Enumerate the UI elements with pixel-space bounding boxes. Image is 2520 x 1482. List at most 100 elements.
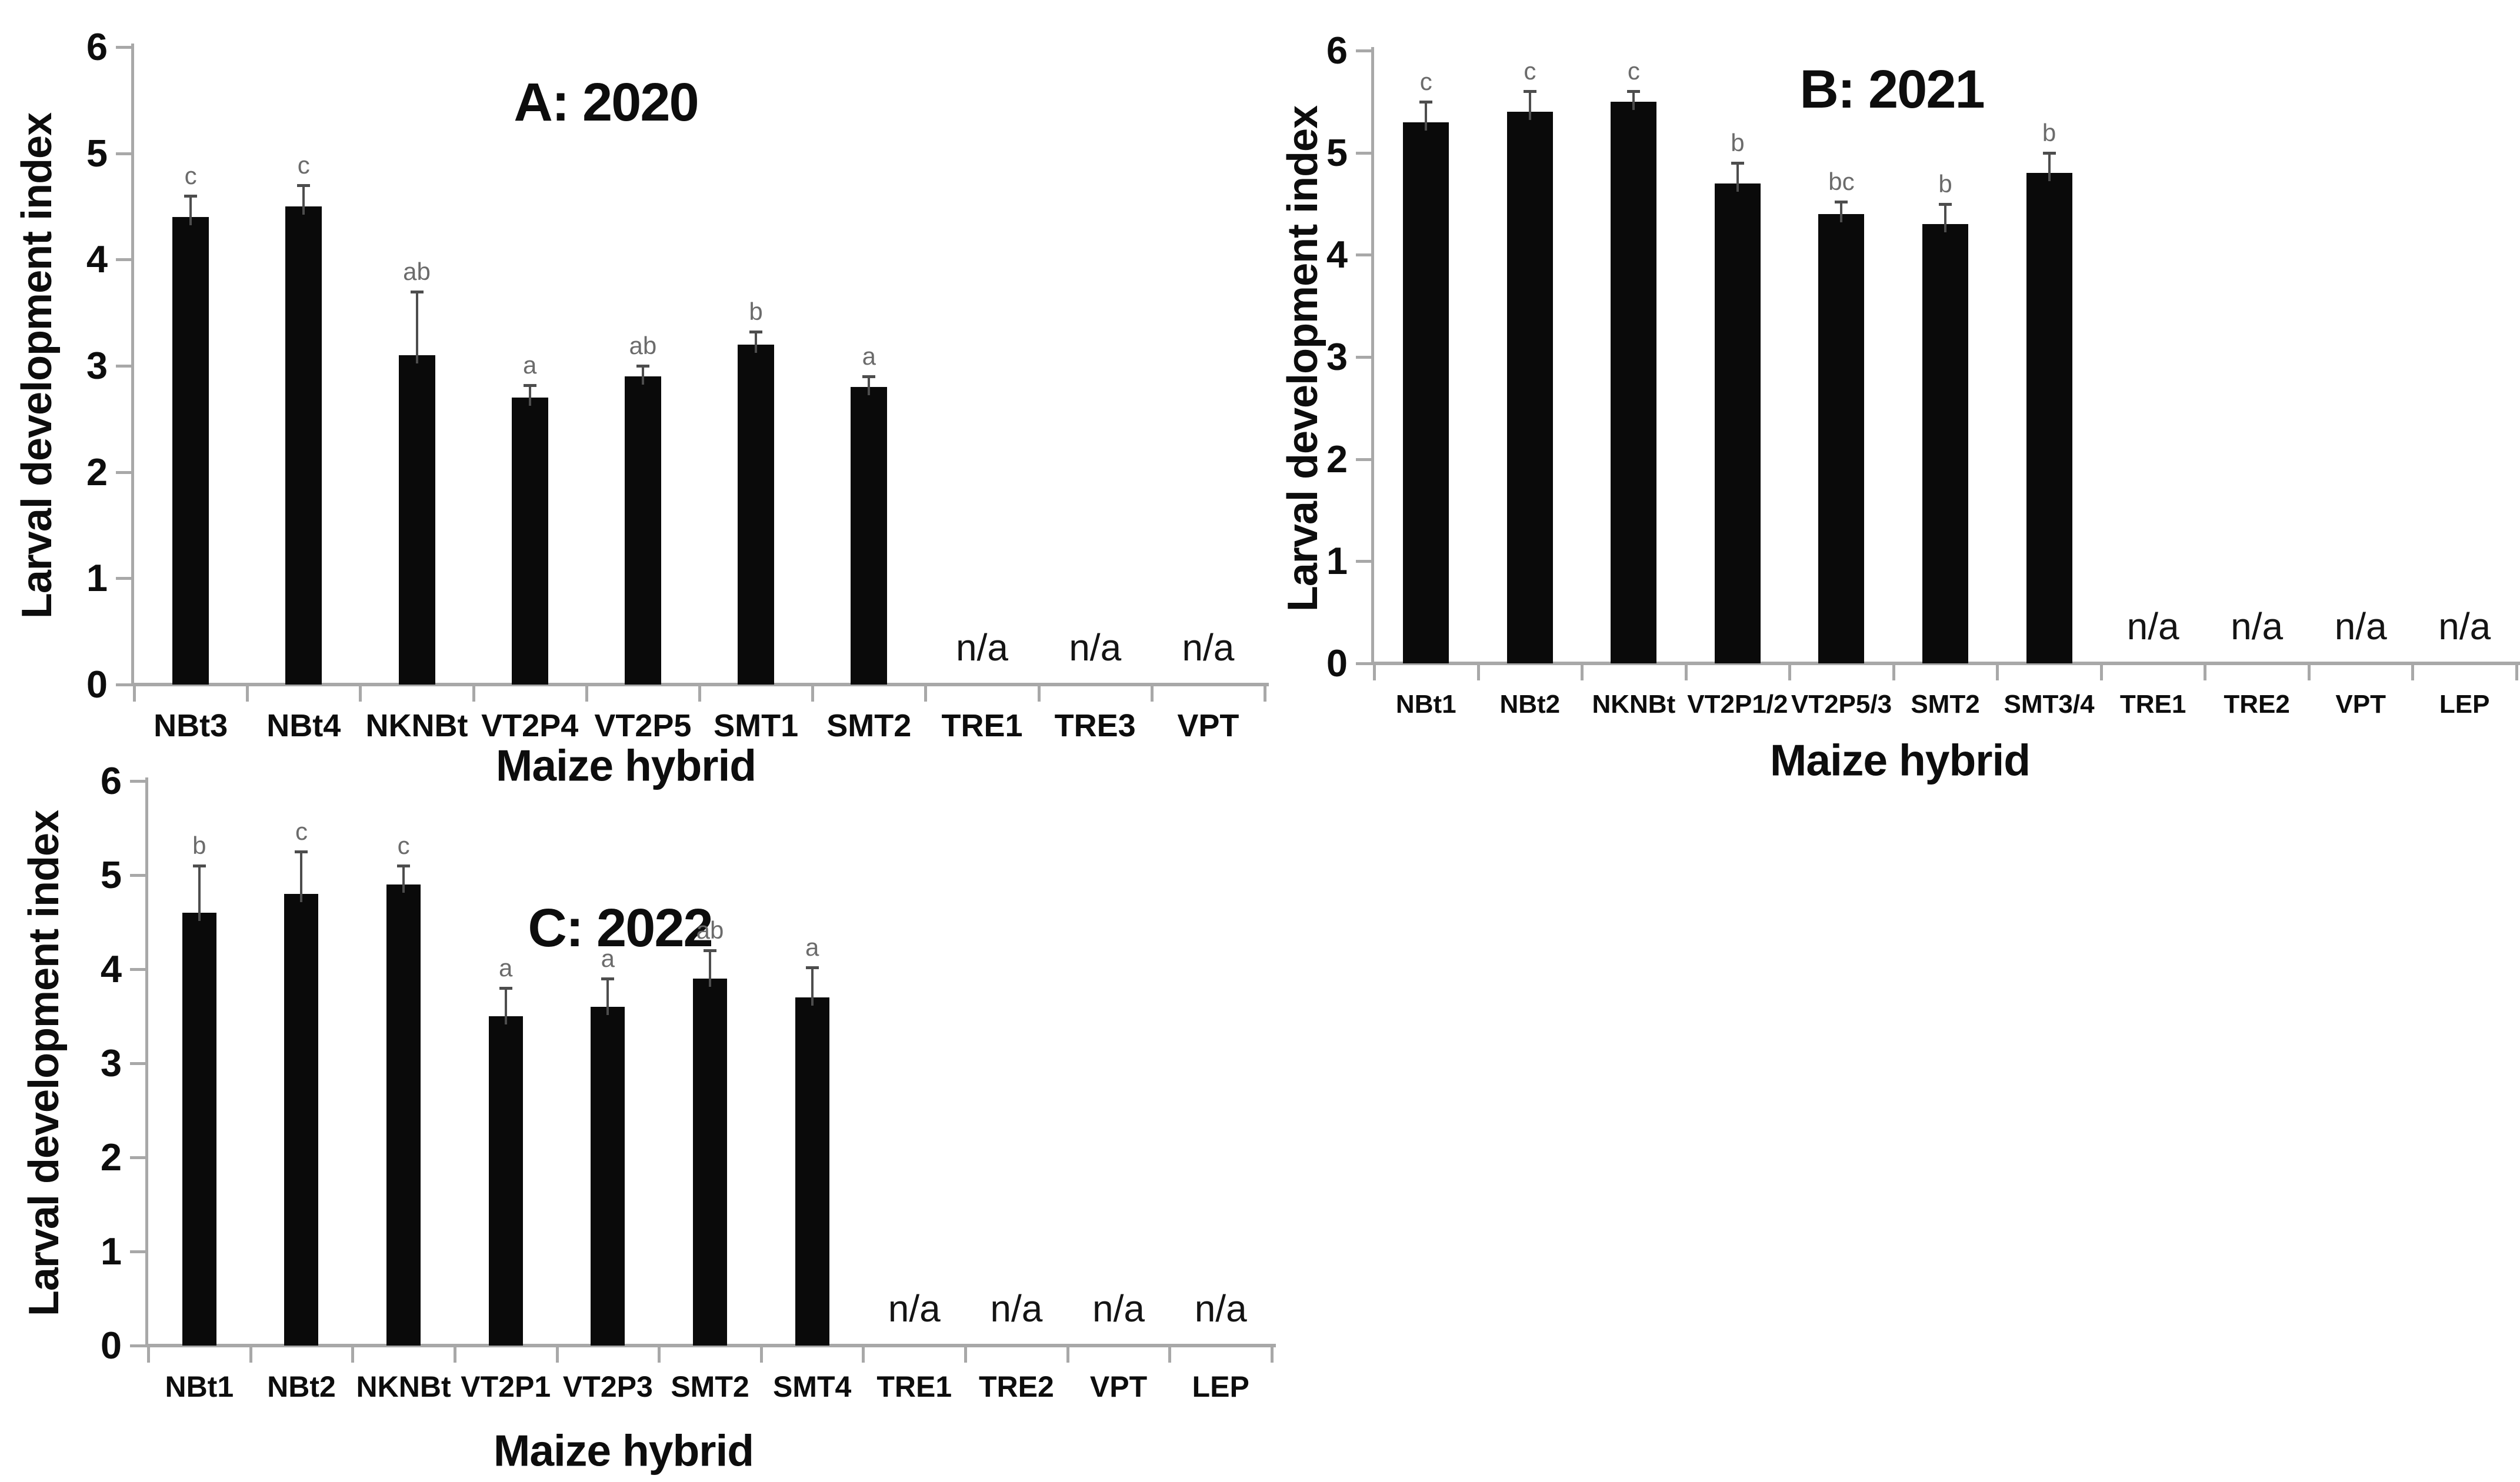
error-bar-cap-NBt1 bbox=[1419, 100, 1433, 104]
y-tick-label: 3 bbox=[86, 344, 108, 387]
x-axis-tick bbox=[147, 1347, 150, 1363]
plot-area-2021: 0 1 2 3 4 5 6 c NBt1 c NBt2 c NKNBt b VT2P1/2 bc VT2P5/3… bbox=[1326, 31, 2520, 719]
sig-letter-NBt3: c bbox=[184, 161, 197, 189]
error-bar-cap-SMT1 bbox=[749, 331, 763, 334]
y-axis-tick bbox=[116, 46, 131, 49]
x-axis-title: Maize hybrid bbox=[495, 740, 756, 790]
category-label-NBt3: NBt3 bbox=[154, 708, 228, 743]
y-axis-tick bbox=[130, 1156, 145, 1159]
error-bar-cap-SMT2 bbox=[1939, 202, 1952, 206]
y-tick-label: 2 bbox=[86, 450, 108, 493]
x-axis-tick bbox=[1168, 1347, 1172, 1363]
bar-SMT2 bbox=[1922, 224, 1968, 663]
y-axis-tick bbox=[130, 968, 145, 971]
bar-SMT2 bbox=[693, 979, 727, 1346]
x-axis-tick bbox=[964, 1347, 968, 1363]
error-bar-NKNBt bbox=[1632, 91, 1635, 110]
y-axis-tick bbox=[130, 1344, 145, 1347]
error-bar-VT2P4 bbox=[528, 385, 531, 406]
x-axis-tick bbox=[1150, 686, 1154, 702]
category-label-NBt2: NBt2 bbox=[1499, 690, 1561, 719]
sig-letter-NBt2: c bbox=[1524, 57, 1536, 85]
bar-SMT1 bbox=[738, 344, 775, 685]
y-axis-line bbox=[145, 777, 148, 1347]
x-axis-tick bbox=[1684, 665, 1688, 680]
error-bar-cap-NKNBt bbox=[410, 290, 424, 293]
category-label-VT2P1/2: VT2P1/2 bbox=[1687, 690, 1788, 719]
y-tick-label: 3 bbox=[1326, 335, 1348, 378]
bar-VT2P5 bbox=[624, 376, 661, 685]
error-bar-SMT2 bbox=[709, 950, 711, 987]
error-bar-cap-NBt1 bbox=[192, 864, 206, 867]
na-label-TRE1: n/a bbox=[956, 626, 1008, 669]
error-bar-cap-NBt2 bbox=[1523, 90, 1536, 94]
y-axis-tick bbox=[130, 874, 145, 877]
category-label-SMT2: SMT2 bbox=[671, 1370, 749, 1403]
x-axis-tick bbox=[1996, 665, 1999, 680]
error-bar-cap-VT2P1/2 bbox=[1731, 162, 1744, 165]
y-tick-label: 5 bbox=[86, 131, 108, 175]
y-axis-tick bbox=[116, 683, 131, 686]
sig-letter-SMT4: a bbox=[805, 933, 819, 961]
x-axis-tick bbox=[585, 686, 588, 702]
error-bar-SMT2 bbox=[1944, 203, 1946, 233]
category-label-TRE2: TRE2 bbox=[979, 1370, 1054, 1403]
na-label-TRE1: n/a bbox=[2126, 605, 2179, 647]
error-bar-SMT4 bbox=[811, 967, 814, 1006]
y-axis-line bbox=[1371, 47, 1374, 665]
y-axis-tick bbox=[130, 1250, 145, 1253]
na-label-VPT: n/a bbox=[1092, 1287, 1145, 1330]
sig-letter-VT2P5: ab bbox=[629, 332, 657, 359]
x-axis-tick bbox=[1892, 665, 1895, 680]
sig-letter-NBt1: b bbox=[192, 832, 206, 859]
category-label-TRE1: TRE1 bbox=[876, 1370, 952, 1403]
sig-letter-VT2P1/2: b bbox=[1731, 129, 1745, 157]
na-label-TRE1: n/a bbox=[888, 1287, 941, 1330]
panel-title-2022: C: 2022 bbox=[528, 898, 713, 959]
error-bar-NBt3 bbox=[189, 195, 192, 226]
category-label-TRE3: TRE3 bbox=[1054, 708, 1136, 743]
error-bar-VT2P1/2 bbox=[1736, 163, 1739, 192]
sig-letter-VT2P4: a bbox=[523, 351, 537, 379]
error-bar-cap-VT2P3 bbox=[601, 977, 615, 980]
x-axis-tick bbox=[1037, 686, 1041, 702]
x-axis-tick bbox=[472, 686, 475, 702]
y-tick-label: 0 bbox=[86, 663, 108, 706]
sig-letter-NBt2: c bbox=[295, 817, 308, 845]
na-label-LEP: n/a bbox=[2438, 605, 2491, 647]
x-axis-tick bbox=[359, 686, 362, 702]
bar-NBt4 bbox=[285, 206, 322, 685]
error-bar-cap-SMT2 bbox=[862, 375, 876, 379]
y-axis-tick bbox=[116, 258, 131, 262]
category-label-VT2P1: VT2P1 bbox=[461, 1370, 551, 1403]
plot-area-2022: 0 1 2 3 4 5 6 b NBt1 c NBt2 c NKNBt a VT2P1 a VT2P3 ab SMT… bbox=[101, 761, 1276, 1403]
category-label-NKNBt: NKNBt bbox=[365, 708, 468, 743]
error-bar-cap-SMT4 bbox=[805, 966, 819, 969]
category-label-SMT1: SMT1 bbox=[714, 708, 799, 743]
sig-letter-SMT2: ab bbox=[696, 916, 724, 944]
x-axis-tick bbox=[1373, 665, 1376, 680]
bar-VT2P1/2 bbox=[1714, 183, 1761, 663]
y-tick-label: 4 bbox=[86, 238, 108, 281]
sig-letter-SMT2: b bbox=[1938, 169, 1952, 198]
error-bar-NBt1 bbox=[198, 866, 201, 921]
y-tick-label: 4 bbox=[1326, 233, 1348, 276]
error-bar-cap-NKNBt bbox=[1627, 90, 1641, 94]
category-label-NBt2: NBt2 bbox=[267, 1370, 336, 1403]
x-axis-tick bbox=[2204, 665, 2207, 680]
x-axis-tick bbox=[658, 1347, 661, 1363]
bar-NBt1 bbox=[1403, 122, 1449, 663]
x-axis-title: Maize hybrid bbox=[493, 1426, 754, 1476]
category-label-VT2P5: VT2P5 bbox=[594, 708, 692, 743]
error-bar-NBt4 bbox=[302, 185, 305, 215]
x-axis-tick bbox=[2099, 665, 2103, 680]
error-bar-VT2P3 bbox=[606, 979, 609, 1015]
error-bar-NKNBt bbox=[402, 866, 405, 893]
y-axis-line bbox=[131, 44, 134, 686]
y-axis-tick bbox=[1356, 662, 1371, 665]
x-axis-tick bbox=[133, 686, 136, 702]
y-tick-label: 0 bbox=[1326, 642, 1348, 685]
category-label-TRE2: TRE2 bbox=[2224, 690, 2290, 719]
